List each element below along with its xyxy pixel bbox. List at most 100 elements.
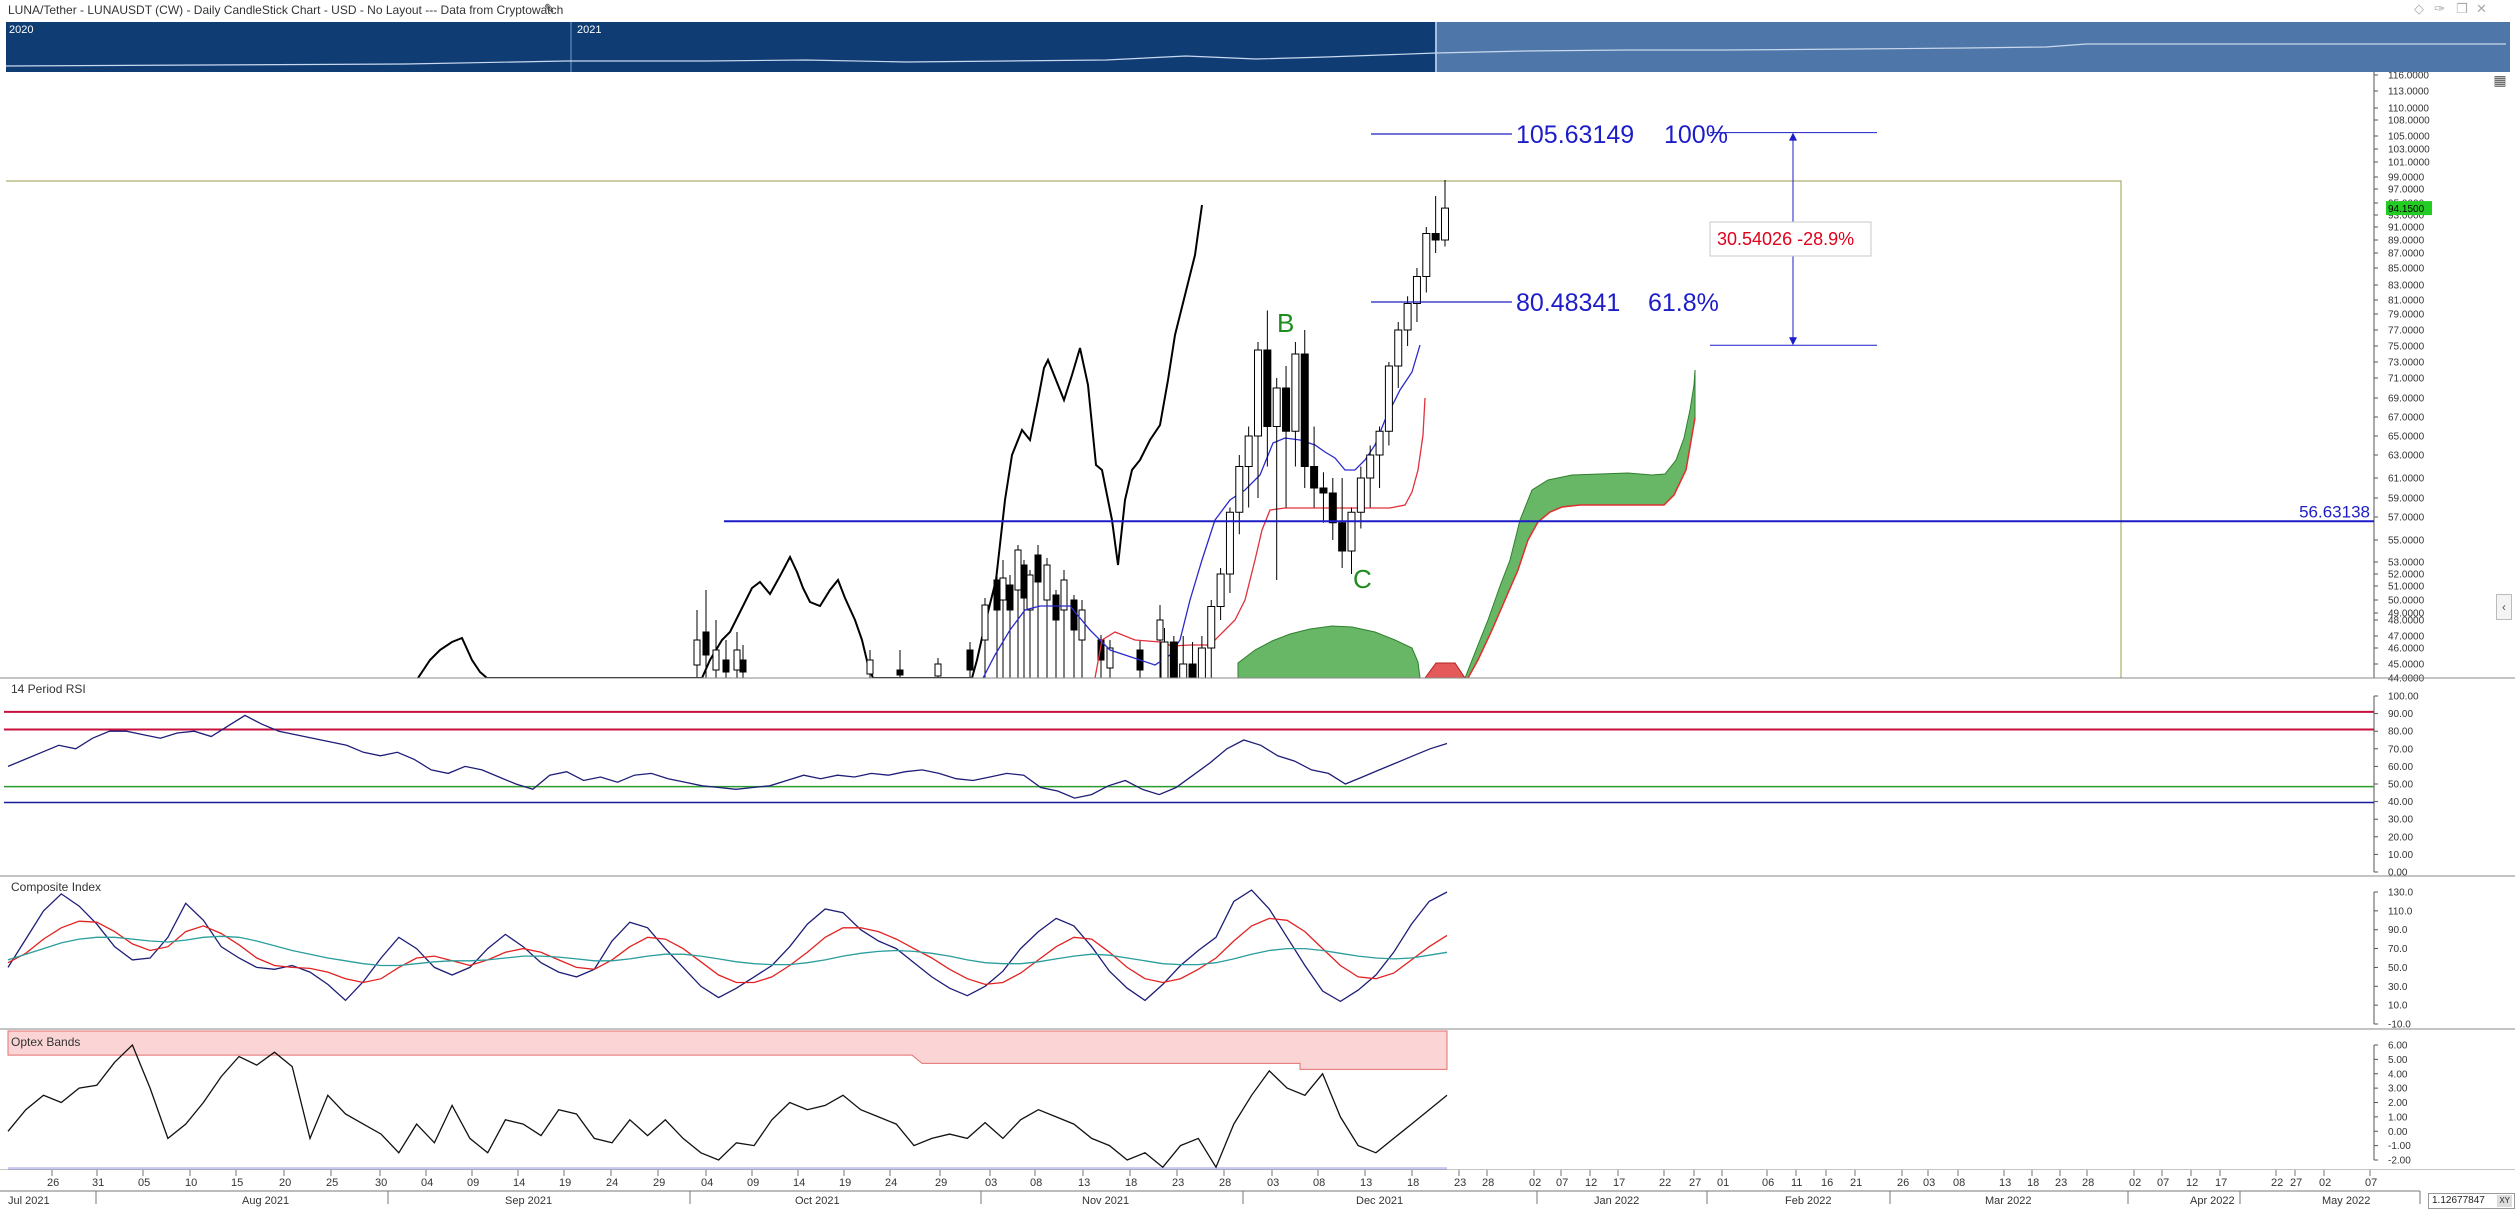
optex-tick-label: 4.00 bbox=[2388, 1069, 2408, 1080]
composite-series-2 bbox=[7, 935, 1448, 967]
composite-pane[interactable]: 130.0 110.0 90.0 70.0 50.0 30.0 10.0 -10.0 bbox=[0, 888, 2515, 1031]
day-tick-label: 14 bbox=[513, 1177, 525, 1189]
measure-box bbox=[1709, 221, 1872, 257]
price-tick-label: 87.0000 bbox=[2388, 249, 2425, 260]
day-tick-label: 25 bbox=[326, 1177, 338, 1189]
price-tick-label: 83.0000 bbox=[2388, 281, 2425, 292]
day-tick-label: 03 bbox=[1923, 1177, 1935, 1189]
optex-tick-label: 1.00 bbox=[2388, 1112, 2408, 1123]
optex-tick-label: 5.00 bbox=[2388, 1055, 2408, 1066]
rsi-tick-label: 80.00 bbox=[2388, 727, 2413, 738]
price-tick-label: 113.0000 bbox=[2388, 87, 2429, 98]
lock-icon[interactable]: ▦ bbox=[2493, 72, 2507, 88]
day-tick-label: 13 bbox=[1999, 1177, 2011, 1189]
day-tick-label: 22 bbox=[1659, 1177, 1671, 1189]
xy-readout[interactable]: 1.12677847 XY bbox=[2428, 1193, 2515, 1209]
price-tick-label: 63.0000 bbox=[2388, 451, 2425, 462]
chart-title: LUNA/Tether - LUNAUSDT (CW) - Daily Cand… bbox=[8, 3, 564, 17]
day-tick-label: 08 bbox=[1030, 1177, 1042, 1189]
price-candle bbox=[1422, 233, 1431, 277]
time-axis[interactable]: 26 31 05 10 15 20 25 30 04 09 14 19 24 29 04 09 14 19 24 29… bbox=[0, 1170, 2515, 1228]
price-candle bbox=[1169, 641, 1178, 678]
rsi-tick-label: 0.00 bbox=[2388, 868, 2408, 879]
cloud-bear bbox=[1424, 662, 1466, 678]
day-tick-label: 17 bbox=[2215, 1177, 2227, 1189]
price-candle bbox=[1282, 387, 1291, 432]
day-tick-label: 13 bbox=[1360, 1177, 1372, 1189]
price-candle bbox=[1319, 487, 1328, 494]
early-candle-body bbox=[1020, 564, 1028, 599]
early-candle-body bbox=[1014, 549, 1022, 591]
pencil-icon[interactable]: ✎ bbox=[544, 1, 555, 16]
pin-icon[interactable]: ✑ bbox=[2434, 1, 2445, 16]
navigator-label-2021: 2021 bbox=[577, 24, 602, 36]
restore-icon[interactable]: ❐ bbox=[2456, 1, 2468, 16]
price-tick-label: 116.0000 bbox=[2388, 72, 2429, 82]
early-candle-body bbox=[1070, 599, 1078, 631]
rsi-tick-label: 60.00 bbox=[2388, 762, 2413, 773]
chevron-left-icon[interactable]: ‹ bbox=[2496, 594, 2512, 620]
day-tick-label: 19 bbox=[839, 1177, 851, 1189]
day-tick-label: 07 bbox=[2365, 1177, 2377, 1189]
early-candle-body bbox=[1052, 594, 1060, 621]
composite-tick-label: 10.0 bbox=[2388, 1001, 2408, 1012]
day-tick-label: 17 bbox=[1613, 1177, 1625, 1189]
composite-tick-label: -10.0 bbox=[2388, 1020, 2411, 1031]
price-candle bbox=[1263, 349, 1272, 427]
day-tick-label: 18 bbox=[2027, 1177, 2039, 1189]
day-tick-label: 07 bbox=[1556, 1177, 1568, 1189]
navigator-window[interactable] bbox=[1436, 22, 2510, 72]
timeline-navigator[interactable]: 2020 2021 bbox=[5, 22, 2510, 72]
navigator-label-2020: 2020 bbox=[9, 24, 34, 36]
day-tick-label: 23 bbox=[1454, 1177, 1466, 1189]
early-candle-body bbox=[1078, 609, 1086, 641]
price-tick-label: 46.0000 bbox=[2388, 644, 2425, 655]
price-tick-label: 50.0000 bbox=[2388, 596, 2425, 607]
rsi-tick-label: 30.00 bbox=[2388, 815, 2413, 826]
day-tick-label: 28 bbox=[2082, 1177, 2094, 1189]
composite-series-0 bbox=[7, 889, 1448, 1003]
diamond-icon[interactable]: ◇ bbox=[2414, 1, 2424, 16]
day-tick-label: 18 bbox=[1125, 1177, 1137, 1189]
price-candle bbox=[1254, 349, 1262, 437]
day-tick-label: 02 bbox=[1529, 1177, 1541, 1189]
day-tick-label: 12 bbox=[2186, 1177, 2198, 1189]
price-candle bbox=[1375, 430, 1384, 456]
optex-tick-label: -1.00 bbox=[2388, 1141, 2411, 1152]
month-tick-label: Dec 2021 bbox=[1356, 1195, 1403, 1207]
early-candle-body bbox=[1097, 639, 1105, 661]
day-tick-label: 14 bbox=[793, 1177, 805, 1189]
wave-label-c: C bbox=[1353, 564, 1372, 594]
price-tick-label: 105.0000 bbox=[2388, 132, 2430, 143]
day-tick-label: 16 bbox=[1821, 1177, 1833, 1189]
price-candle bbox=[1216, 573, 1225, 607]
early-candle-body bbox=[722, 659, 730, 673]
measure-arrow-down bbox=[1789, 337, 1797, 346]
early-candle-body bbox=[712, 649, 720, 671]
price-candle bbox=[1300, 353, 1309, 467]
early-candle-body bbox=[693, 639, 701, 666]
price-candle bbox=[1366, 454, 1375, 479]
month-tick-label: Aug 2021 bbox=[242, 1195, 289, 1207]
day-tick-label: 04 bbox=[421, 1177, 433, 1189]
optex-pane[interactable]: 6.00 5.00 4.00 3.00 2.00 1.00 0.00 -1.00 -2.00 bbox=[0, 1030, 2515, 1171]
day-tick-label: 02 bbox=[2319, 1177, 2331, 1189]
kijun-line bbox=[982, 344, 1421, 678]
price-tick-label: 44.0000 bbox=[2388, 674, 2425, 685]
early-candle-body bbox=[993, 579, 1001, 611]
navigator-graph bbox=[5, 22, 2510, 72]
early-candle-body bbox=[739, 659, 747, 673]
axis-bg bbox=[0, 1170, 2515, 1228]
day-tick-label: 05 bbox=[138, 1177, 150, 1189]
price-tick-label: 79.0000 bbox=[2388, 310, 2425, 321]
close-icon[interactable]: ✕ bbox=[2476, 1, 2487, 16]
price-candle bbox=[1235, 466, 1244, 513]
day-tick-label: 07 bbox=[2157, 1177, 2169, 1189]
day-tick-label: 19 bbox=[559, 1177, 571, 1189]
month-tick-label: Jan 2022 bbox=[1594, 1195, 1639, 1207]
fib-618-pct: 61.8% bbox=[1648, 289, 1719, 317]
wave-label-b: B bbox=[1277, 308, 1294, 338]
rsi-pane[interactable]: 100.00 90.00 80.00 70.00 60.00 50.00 40.00 30.0… bbox=[0, 692, 2515, 879]
